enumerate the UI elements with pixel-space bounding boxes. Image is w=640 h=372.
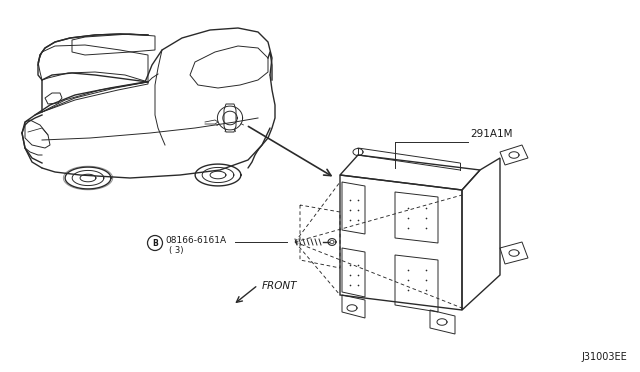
Text: 291A1M: 291A1M — [470, 129, 513, 139]
Text: J31003EE: J31003EE — [581, 352, 627, 362]
Text: FRONT: FRONT — [262, 281, 298, 291]
Text: ( 3): ( 3) — [169, 246, 184, 254]
Text: B: B — [152, 238, 158, 247]
Text: 08166-6161A: 08166-6161A — [165, 235, 226, 244]
